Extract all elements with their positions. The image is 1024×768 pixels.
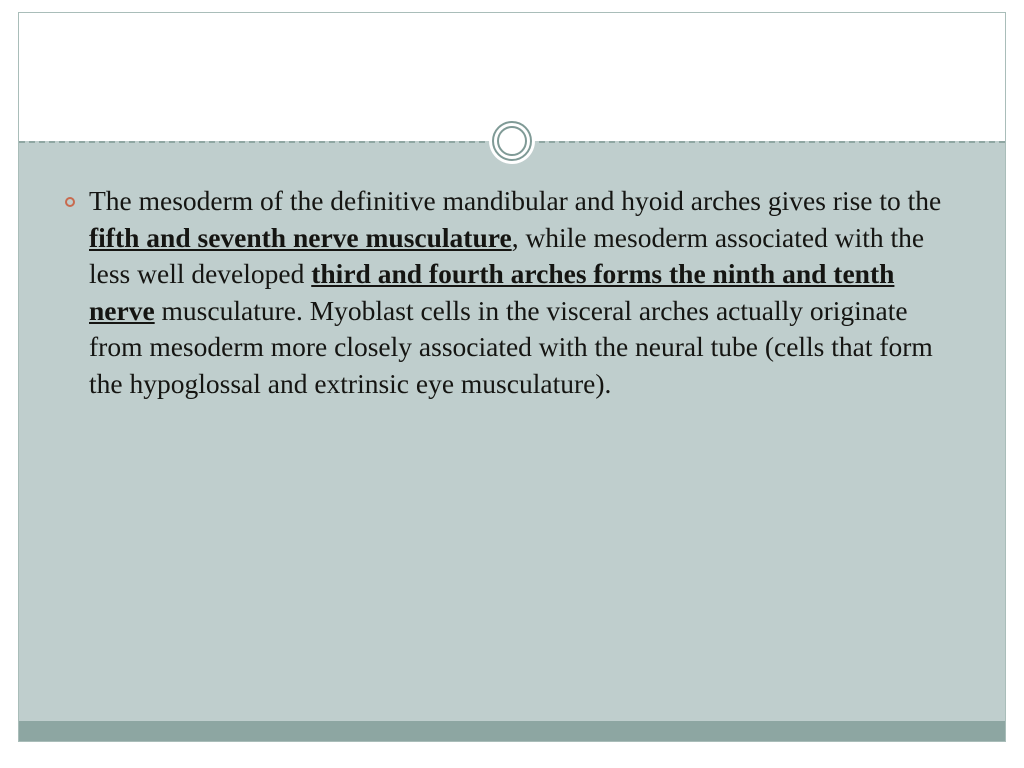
ring-outer-icon (492, 121, 532, 161)
text-segment: The mesoderm of the definitive mandibula… (89, 185, 941, 216)
bullet-text: The mesoderm of the definitive mandibula… (89, 183, 959, 402)
slide-content: The mesoderm of the definitive mandibula… (65, 183, 959, 402)
slide-frame: The mesoderm of the definitive mandibula… (18, 12, 1006, 742)
slide-bottom-bar (19, 721, 1005, 741)
bullet-marker-icon (65, 197, 75, 207)
ring-inner-icon (497, 126, 527, 156)
text-bold-segment: fifth and seventh nerve musculature (89, 222, 512, 253)
ring-ornament (489, 118, 535, 164)
text-segment: musculature. Myoblast cells in the visce… (89, 295, 933, 399)
bullet-item: The mesoderm of the definitive mandibula… (65, 183, 959, 402)
